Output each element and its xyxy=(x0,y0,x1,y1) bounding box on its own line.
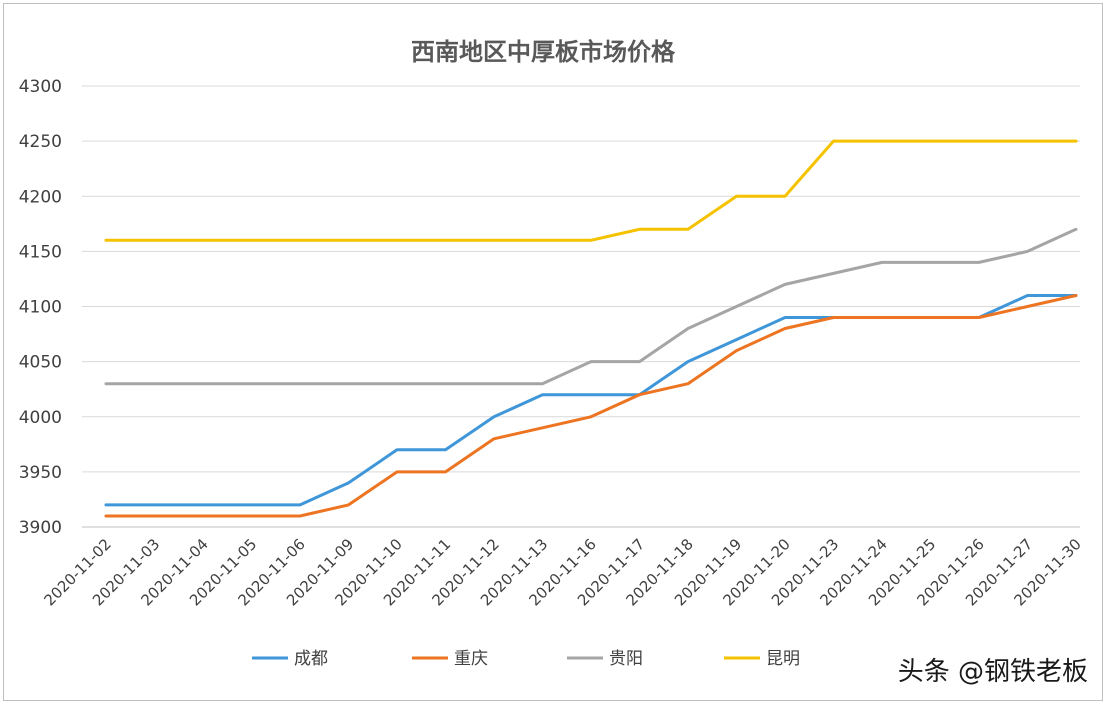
legend-item-0: 成都 xyxy=(252,649,328,669)
gridlines xyxy=(82,85,1080,528)
series-line-2 xyxy=(104,227,1078,386)
y-tick-label: 4050 xyxy=(19,353,62,373)
legend-label: 成都 xyxy=(294,649,328,669)
legend-label: 贵阳 xyxy=(609,649,643,669)
series-line-3 xyxy=(104,139,1078,242)
watermark-text: 头条 @钢铁老板 xyxy=(898,657,1088,687)
legend-item-1: 重庆 xyxy=(412,649,488,669)
legend-label: 昆明 xyxy=(766,649,800,669)
y-tick-label: 4300 xyxy=(19,77,62,97)
y-tick-label: 4250 xyxy=(19,132,62,152)
y-axis-ticks: 3900 3950 4000 4050 4100 4150 4200 4250 4300 xyxy=(19,77,62,538)
chart-title: 西南地区中厚板市场价格 xyxy=(411,38,676,66)
legend: 成都 重庆 贵阳 昆明 xyxy=(252,649,800,669)
legend-item-3: 昆明 xyxy=(724,649,800,669)
series-line-1 xyxy=(104,294,1078,518)
series-line-0 xyxy=(104,294,1078,507)
legend-label: 重庆 xyxy=(454,649,488,669)
y-tick-label: 4150 xyxy=(19,242,62,262)
chart-frame xyxy=(3,3,1103,701)
series-lines xyxy=(104,139,1078,518)
y-tick-label: 4200 xyxy=(19,187,62,207)
y-tick-label: 4000 xyxy=(19,408,62,428)
y-tick-label: 3950 xyxy=(19,463,62,483)
y-tick-label: 4100 xyxy=(19,298,62,318)
x-axis-ticks: 2020-11-022020-11-032020-11-042020-11-05… xyxy=(40,535,1084,609)
y-tick-label: 3900 xyxy=(19,518,62,538)
legend-item-2: 贵阳 xyxy=(567,649,643,669)
